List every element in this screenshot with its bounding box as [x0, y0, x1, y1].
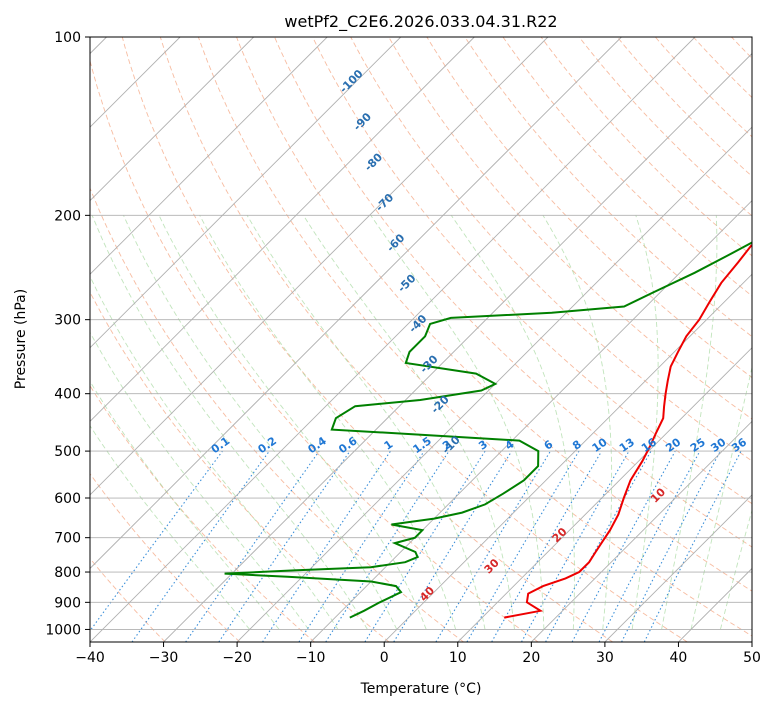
y-tick-label: 300 — [54, 313, 81, 329]
dry-adiabat — [236, 37, 752, 592]
mixing-ratio-line — [218, 450, 351, 642]
y-tick-label: 100 — [54, 30, 81, 46]
x-tick-label: 20 — [522, 650, 540, 666]
y-axis: 100 200 300 400 500 600 700 800 900 1000 — [45, 30, 90, 638]
y-tick-label: 200 — [54, 208, 81, 224]
dewpoint-line — [224, 241, 752, 619]
x-tick-label: −10 — [296, 650, 326, 666]
moist-adiabat — [158, 215, 427, 630]
y-tick-label: 1000 — [45, 622, 81, 638]
isotherm-line — [90, 37, 328, 275]
y-tick-label: 900 — [54, 595, 81, 611]
dry-adiabat — [90, 187, 464, 642]
dry-adiabat — [90, 384, 315, 642]
temperature-line — [504, 243, 752, 619]
plot-frame — [89, 36, 753, 643]
dry-adiabat — [121, 37, 613, 642]
mixing-ratio-line — [298, 450, 425, 642]
y-axis-title: Pressure (hPa) — [13, 289, 29, 389]
isotherm-line — [531, 420, 752, 642]
dry-adiabat — [464, 37, 752, 338]
mixing-ratio-line — [571, 450, 676, 642]
dry-adiabat — [90, 59, 539, 642]
isotherm-line — [90, 37, 254, 202]
x-tick-label: 0 — [380, 650, 389, 666]
dry-adiabat — [578, 37, 752, 217]
isotherm-line — [457, 347, 752, 642]
series-group — [224, 241, 752, 619]
x-axis: −40 −30 −20 −10 0 10 20 30 40 50 — [75, 642, 761, 666]
isotherm-line — [90, 37, 549, 496]
isotherm-line — [90, 37, 475, 422]
dry-adiabat — [426, 37, 752, 379]
isotherm-line — [90, 37, 402, 349]
mixing-ratio-line — [325, 450, 450, 642]
isotherm-line — [383, 273, 752, 642]
mixing-ratio-line — [185, 450, 320, 642]
dry-adiabat — [654, 37, 752, 138]
isotherm-line — [604, 494, 752, 642]
dry-adiabat — [312, 37, 752, 505]
dry-adiabat — [502, 37, 752, 297]
mixing-ratio-line — [521, 450, 630, 642]
chart-title: wetPf2_C2E6.2026.033.04.31.R22 — [284, 12, 557, 32]
x-tick-label: −20 — [222, 650, 252, 666]
dry-adiabat — [770, 37, 775, 642]
isotherm-line — [751, 641, 752, 642]
dry-adiabat — [159, 37, 688, 642]
isotherm-line — [90, 37, 696, 642]
moist-adiabat — [90, 275, 339, 630]
isotherm-line — [236, 126, 752, 642]
y-tick-label: 500 — [54, 444, 81, 460]
dry-adiabat — [388, 37, 752, 420]
dry-adiabat — [90, 291, 390, 642]
mixing-ratio-line — [131, 450, 270, 642]
isotherm-line — [310, 200, 752, 642]
mixing-ratio-line — [643, 450, 742, 642]
y-tick-label: 800 — [54, 565, 81, 581]
x-axis-title: Temperature (°C) — [360, 681, 482, 697]
x-tick-label: 10 — [449, 650, 467, 666]
isotherm-line — [90, 37, 622, 570]
y-tick-label: 400 — [54, 387, 81, 403]
x-tick-label: 50 — [743, 650, 761, 666]
mixing-ratio-line — [90, 450, 223, 632]
x-tick-label: 40 — [670, 650, 688, 666]
dry-adiabat — [616, 37, 752, 177]
isotherm-line — [163, 52, 752, 642]
dry-adiabat — [197, 37, 752, 637]
x-tick-label: −40 — [75, 650, 105, 666]
dry-adiabat — [274, 37, 752, 548]
mixing-ratio-line — [262, 450, 391, 642]
x-tick-label: 30 — [596, 650, 614, 666]
y-tick-label: 700 — [54, 531, 81, 547]
dry-adiabat — [350, 37, 752, 462]
mixing-ratio-line — [393, 450, 513, 642]
grid-lines — [90, 37, 752, 642]
x-tick-label: −30 — [149, 650, 179, 666]
y-tick-label: 600 — [54, 491, 81, 507]
